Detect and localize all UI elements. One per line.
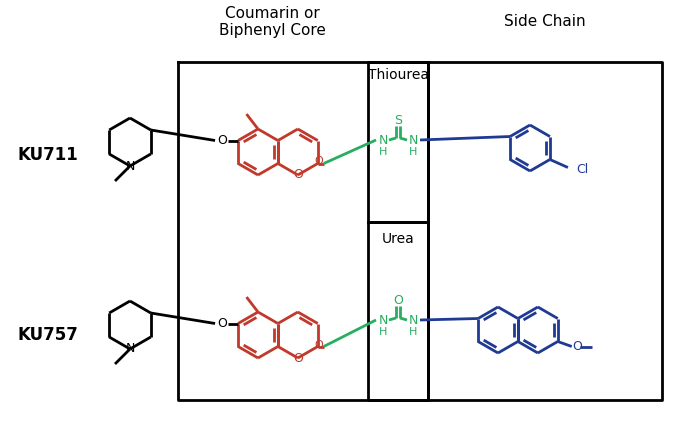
Text: Urea: Urea [382,232,415,246]
Text: N: N [409,133,418,146]
Text: N: N [125,343,135,356]
Text: O: O [293,352,303,365]
Text: Side Chain: Side Chain [504,15,586,29]
Text: KU711: KU711 [17,146,78,164]
Text: N: N [125,159,135,172]
Text: N: N [378,314,388,327]
Text: N: N [378,133,388,146]
Text: O: O [393,293,403,306]
Text: O: O [217,317,227,330]
Text: Cl: Cl [576,163,588,176]
Text: O: O [293,168,303,181]
Text: O: O [217,134,227,147]
Text: O: O [314,156,323,166]
Text: H: H [409,147,417,157]
Text: O: O [572,340,581,353]
Text: O: O [314,340,323,349]
Text: Coumarin or
Biphenyl Core: Coumarin or Biphenyl Core [219,6,326,38]
Text: H: H [409,327,417,337]
Text: H: H [379,327,387,337]
Text: N: N [409,314,418,327]
Text: S: S [394,114,402,127]
Text: KU757: KU757 [17,326,79,344]
Text: Thiourea: Thiourea [367,68,429,82]
Text: H: H [379,147,387,157]
